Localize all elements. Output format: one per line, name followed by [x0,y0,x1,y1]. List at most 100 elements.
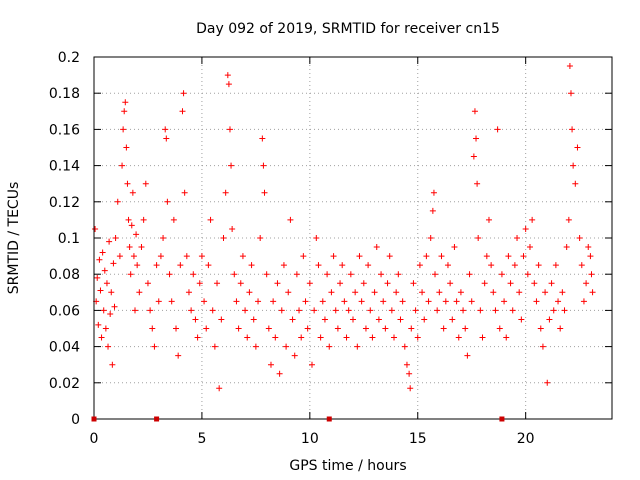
data-point [144,280,151,287]
data-point [470,153,477,160]
data-point [151,343,158,350]
y-tick-label: 0.18 [49,86,80,102]
data-point [162,126,169,133]
data-point [365,262,372,269]
data-point [153,262,160,269]
data-point [408,325,415,332]
data-point [296,307,303,314]
data-point [100,307,107,314]
y-tick-label: 0.08 [49,267,80,283]
data-point [203,325,210,332]
data-point [444,262,451,269]
data-point [475,235,482,241]
data-point [462,325,469,332]
data-point [265,325,272,332]
data-point [149,325,156,332]
data-point [546,316,553,323]
baseline-marker [154,416,160,422]
data-point [274,280,281,287]
data-point [360,280,367,287]
data-point [550,307,557,314]
data-point [129,189,136,196]
data-point [328,289,335,296]
data-point [384,280,391,287]
data-point [263,271,270,278]
data-point [239,253,246,260]
data-point [190,271,197,278]
data-point [270,298,277,305]
data-point [339,262,346,269]
data-point [108,289,115,296]
data-point [382,325,389,332]
data-point [587,253,594,260]
data-point [522,225,529,232]
data-point [588,271,595,278]
data-point [343,334,350,341]
data-point [304,325,311,332]
data-point [207,216,214,223]
data-point [432,271,439,278]
data-point [347,271,354,278]
data-point [531,280,538,287]
data-point [201,298,208,305]
data-point [116,253,123,260]
data-point [557,325,564,332]
data-point [479,334,486,341]
data-point [136,289,143,296]
data-point [449,316,456,323]
data-point [140,216,147,223]
data-point [438,253,445,260]
data-point [552,262,559,269]
data-point [457,289,464,296]
data-point [529,216,536,223]
data-point [255,298,262,305]
data-point [92,225,99,232]
data-point [509,307,516,314]
data-point [429,207,436,214]
data-point [130,253,137,260]
data-point [242,307,249,314]
data-point [466,271,473,278]
data-point [503,334,510,341]
baseline-marker [91,416,97,422]
data-point [427,235,434,241]
data-point [537,325,544,332]
data-point [126,244,133,251]
data-point [224,72,231,79]
data-point [121,108,128,115]
data-point [114,198,121,205]
data-point [451,244,458,251]
data-point [397,316,404,323]
data-point [492,307,499,314]
data-point [407,385,414,392]
data-point [375,316,382,323]
x-tick-label: 0 [90,431,99,447]
data-point [235,325,242,332]
data-point [96,256,103,263]
y-tick-label: 0 [71,412,80,428]
data-point [589,289,596,296]
data-point [252,343,259,350]
data-point [569,126,576,133]
data-point [410,280,417,287]
data-point [120,126,127,133]
data-point [259,135,266,142]
data-point [352,289,359,296]
data-point [471,108,478,115]
axis-ticks: 0 0.02 0.04 0.06 0.08 0.1 0.12 0.14 0.16 0.18 0.2 0… [49,50,612,447]
data-point [485,216,492,223]
data-point [237,280,244,287]
data-point [393,289,400,296]
data-point [205,262,212,269]
data-point [179,108,186,115]
data-point [111,303,118,310]
grid [94,57,612,419]
data-point [233,298,240,305]
y-tick-label: 0.12 [49,195,80,211]
data-point [209,307,216,314]
data-point [289,316,296,323]
data-point [490,289,497,296]
data-point [576,235,583,241]
